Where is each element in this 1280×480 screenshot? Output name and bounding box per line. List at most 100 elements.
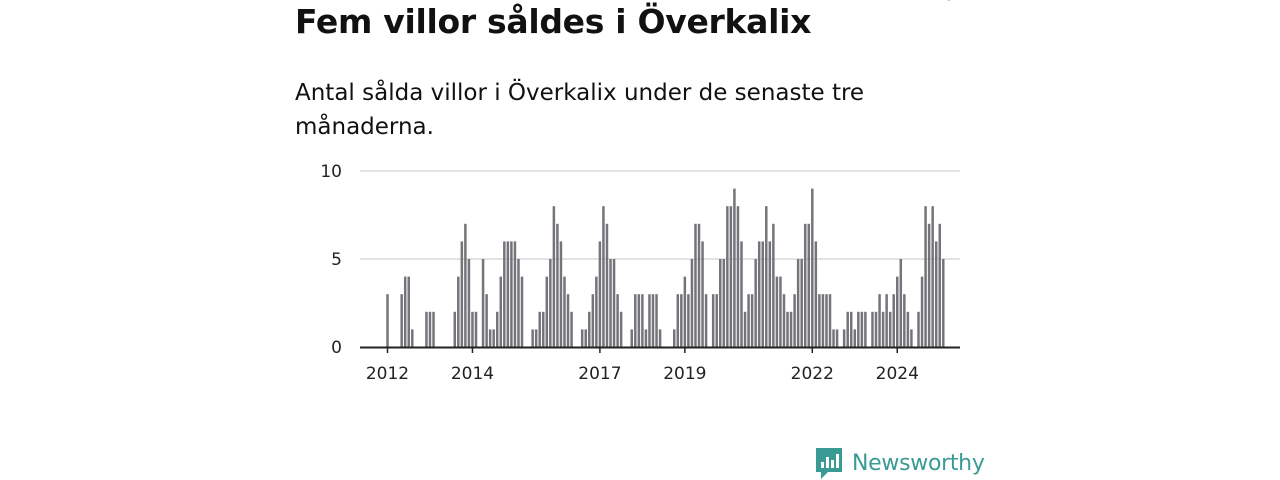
bar (612, 259, 616, 347)
bar (942, 259, 945, 347)
bar (743, 311, 747, 347)
bar (634, 294, 637, 347)
bar (857, 311, 860, 347)
bar (485, 294, 488, 347)
bar (492, 329, 495, 347)
bar (846, 311, 849, 347)
bar (432, 311, 435, 347)
bar (842, 329, 846, 347)
bar (754, 259, 757, 347)
bar (552, 206, 556, 347)
bar (704, 294, 708, 347)
highlight-value-label: 5 (944, 0, 956, 5)
bar (832, 329, 835, 347)
bar (871, 311, 874, 347)
bar (471, 311, 474, 347)
bar (683, 276, 687, 347)
bar (545, 276, 549, 347)
bar (538, 311, 541, 347)
bar (672, 329, 676, 347)
bar (747, 294, 750, 347)
bar (556, 223, 559, 347)
bar (888, 311, 892, 347)
bar (807, 223, 811, 347)
bar (588, 311, 591, 347)
bar (924, 206, 927, 347)
bar (906, 311, 910, 347)
bar (403, 276, 407, 347)
y-tick-label: 5 (331, 250, 342, 270)
bar (881, 311, 885, 347)
bar (687, 294, 690, 347)
bar (559, 241, 563, 347)
bar (425, 311, 428, 347)
bar (584, 329, 587, 347)
bar (910, 329, 913, 347)
chart-subtitle: Antal sålda villor i Överkalix under de … (295, 80, 865, 140)
bar (722, 259, 726, 347)
bar (520, 276, 524, 347)
bar (655, 294, 658, 347)
bar (510, 241, 513, 347)
bar (648, 294, 651, 347)
bar (506, 241, 510, 347)
bar (711, 294, 715, 347)
bar (864, 311, 867, 347)
bar (896, 276, 899, 347)
bar (892, 294, 895, 347)
brand-name: Newsworthy (852, 450, 985, 476)
bar (609, 259, 612, 347)
bar (803, 223, 807, 347)
bar (386, 294, 389, 347)
bar (772, 223, 775, 347)
y-tick-label: 10 (320, 162, 342, 182)
bar (768, 241, 772, 347)
brand-logo[interactable]: Newsworthy (814, 446, 985, 480)
bar (927, 223, 931, 347)
bar (616, 294, 619, 347)
bar (651, 294, 655, 347)
bar (736, 206, 740, 347)
bar (595, 276, 598, 347)
bar (818, 294, 821, 347)
bar (719, 259, 722, 347)
bar (750, 294, 754, 347)
bar (694, 223, 697, 347)
x-tick-label: 2017 (578, 364, 621, 384)
bar (605, 223, 609, 347)
bar (775, 276, 779, 347)
x-tick-label: 2014 (451, 364, 494, 384)
bar (811, 188, 814, 347)
bar (566, 294, 570, 347)
bar (934, 241, 938, 347)
bar (658, 329, 662, 347)
bar (701, 241, 704, 347)
bar (464, 223, 467, 347)
bar (580, 329, 584, 347)
bar (680, 294, 683, 347)
bar (860, 311, 864, 347)
bar (488, 329, 492, 347)
bar (903, 294, 906, 347)
bar (481, 259, 485, 347)
x-tick-label: 2019 (663, 364, 706, 384)
bar (549, 259, 552, 347)
bar (499, 276, 503, 347)
bar (931, 206, 934, 347)
bar (602, 206, 605, 347)
bar (853, 329, 857, 347)
x-tick-label: 2022 (791, 364, 834, 384)
bar (690, 259, 694, 347)
bar (534, 329, 538, 347)
bar (570, 311, 573, 347)
bar (503, 241, 506, 347)
bar (726, 206, 729, 347)
bar (474, 311, 478, 347)
bar (400, 294, 403, 347)
bar (825, 294, 828, 347)
bar (938, 223, 941, 347)
bar (644, 329, 648, 347)
bar (917, 311, 920, 347)
bar (782, 294, 786, 347)
